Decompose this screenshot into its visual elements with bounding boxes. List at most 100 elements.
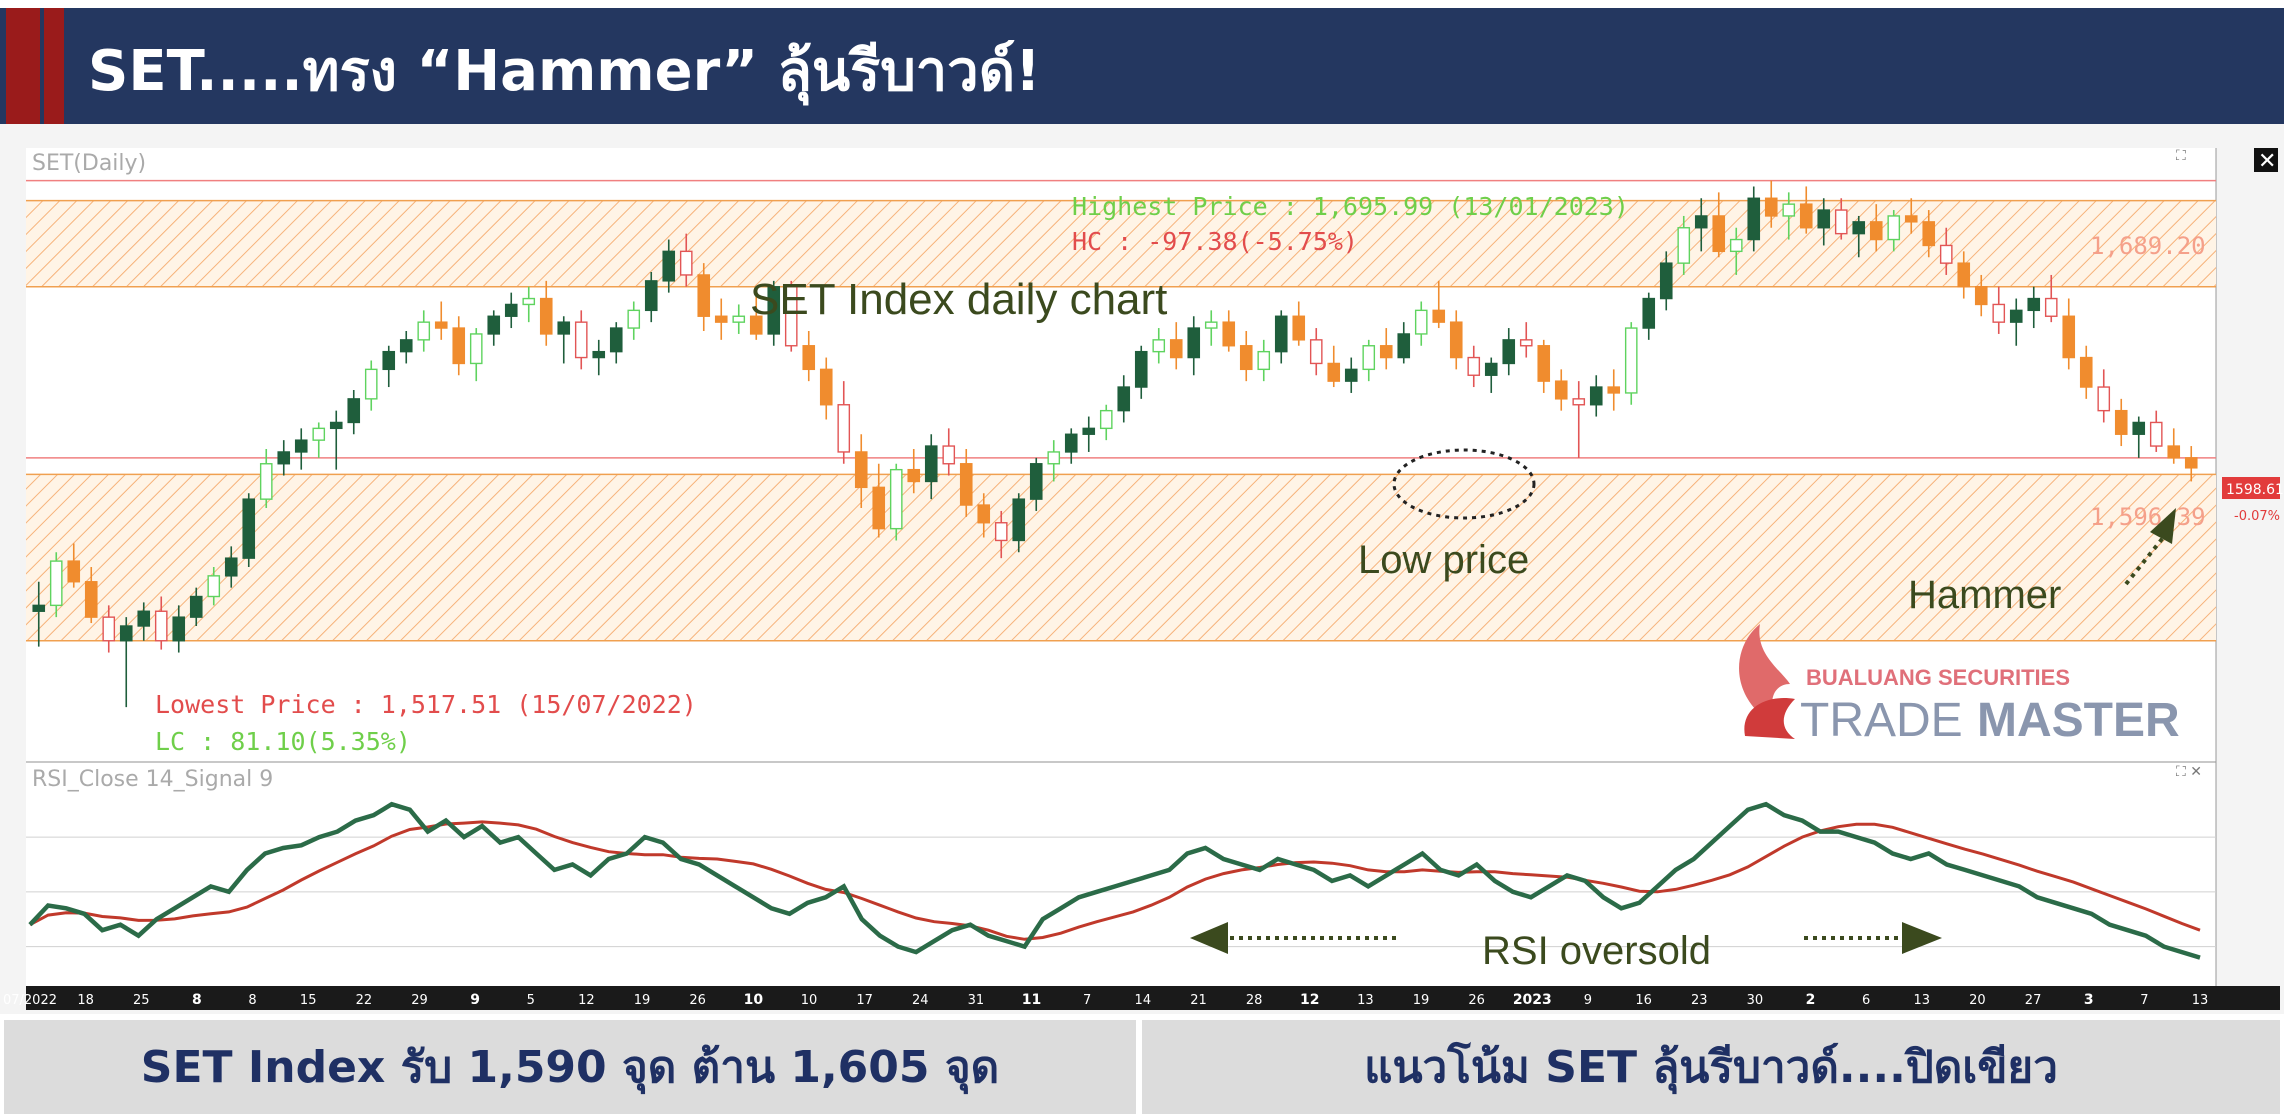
candle-body xyxy=(539,297,553,335)
candle-body xyxy=(2062,315,2076,359)
x-tick-label: 8 xyxy=(248,993,256,1008)
candle-body xyxy=(1292,315,1306,341)
candle-body xyxy=(1537,345,1551,382)
candle-body xyxy=(172,616,186,642)
candle-body xyxy=(1204,321,1218,329)
x-tick-label: 14 xyxy=(1135,993,1152,1008)
x-tick-label: 10 xyxy=(744,992,764,1008)
candle-body xyxy=(1064,433,1078,453)
candle-body xyxy=(1152,339,1166,353)
candle-body xyxy=(1764,197,1778,217)
candle-body xyxy=(1432,309,1446,323)
candle-body xyxy=(67,560,81,583)
candle-body xyxy=(1239,345,1253,371)
candle-body xyxy=(1572,398,1586,406)
rsi-line xyxy=(28,801,2201,960)
candle-body xyxy=(84,581,98,618)
candle-body xyxy=(2027,297,2041,312)
brand-line2a: TRADE xyxy=(1800,694,1963,747)
candle-body xyxy=(347,398,361,424)
candle-body xyxy=(1974,286,1988,306)
last-price-value: 1598.61 xyxy=(2226,482,2284,498)
candle-body xyxy=(2167,445,2181,459)
candle-body xyxy=(1607,386,1621,394)
x-tick-label: 6 xyxy=(1862,993,1870,1008)
candle-body xyxy=(977,504,991,524)
close-icon[interactable] xyxy=(2254,148,2278,172)
candle-body xyxy=(1729,238,1743,253)
candle-body xyxy=(854,451,868,489)
candle-body xyxy=(2149,421,2163,447)
x-tick-label: 24 xyxy=(912,993,929,1008)
candle-body xyxy=(1747,197,1761,241)
candle-body xyxy=(49,560,63,607)
candle-body xyxy=(784,286,798,347)
last-price-box xyxy=(2222,477,2280,499)
expand-icon[interactable]: ⛶ xyxy=(2176,148,2186,164)
x-tick-label: 07/2022 xyxy=(3,993,57,1008)
candle-body xyxy=(714,315,728,323)
candle-body xyxy=(1642,297,1656,329)
candle-body xyxy=(1887,215,1901,241)
candle-body xyxy=(1484,362,1498,376)
candle-body xyxy=(1712,215,1726,253)
candle-body xyxy=(802,345,816,371)
x-tick-label: 12 xyxy=(578,993,595,1008)
candle-body xyxy=(1519,339,1533,347)
candle-body xyxy=(1502,339,1516,365)
candle-body xyxy=(32,604,46,612)
x-tick-label: 9 xyxy=(1584,993,1592,1008)
price-panel-label: SET(Daily) xyxy=(32,151,146,176)
x-tick-label: 11 xyxy=(1022,992,1041,1008)
candle-body xyxy=(1029,463,1043,500)
header-bar: SET.....ทรง “Hammer” ลุ้นรีบาวด์! xyxy=(0,8,2284,124)
candle-body xyxy=(1449,321,1463,359)
candle-body xyxy=(2132,421,2146,435)
candle-body xyxy=(1677,227,1691,264)
upper-zone xyxy=(26,200,2216,287)
candle-body xyxy=(417,321,431,341)
candle-body xyxy=(679,250,693,276)
lower-zone-label: 1,596.39 xyxy=(2090,503,2206,531)
candle-body xyxy=(1904,215,1918,223)
candle-body xyxy=(469,333,483,365)
candle-body xyxy=(2184,457,2198,469)
candle-body xyxy=(574,321,588,359)
hammer-arrow-head xyxy=(2150,508,2176,544)
x-tick-label: 23 xyxy=(1691,993,1708,1008)
rsi-expand-icon[interactable]: ⛶ ✕ xyxy=(2176,764,2202,780)
candle-body xyxy=(697,274,711,317)
candle-body xyxy=(872,486,886,530)
rsi-oversold-note: RSI oversold xyxy=(1482,929,1711,973)
x-tick-label: 3 xyxy=(2084,992,2094,1008)
x-tick-label: 13 xyxy=(1914,993,1931,1008)
low-price-circle xyxy=(1392,448,1536,520)
candle-body xyxy=(2097,386,2111,412)
x-tick-label: 9 xyxy=(470,992,480,1008)
candle-body xyxy=(1939,244,1953,264)
candle-body xyxy=(434,321,448,329)
candle-body xyxy=(1659,262,1673,300)
candle-body xyxy=(1344,368,1358,382)
x-tick-label: 7 xyxy=(1083,993,1091,1008)
x-tick-label: 17 xyxy=(856,993,873,1008)
candle-body xyxy=(1327,362,1341,382)
candle-body xyxy=(942,445,956,465)
upper-zone-label: 1,689.20 xyxy=(2090,232,2206,260)
candle-body xyxy=(277,451,291,465)
candle-body xyxy=(924,445,938,483)
candle-body xyxy=(1047,451,1061,465)
candle-body xyxy=(364,368,378,400)
x-tick-label: 8 xyxy=(192,992,202,1008)
candle-body xyxy=(1187,327,1201,359)
candle-body xyxy=(1624,327,1638,394)
candle-body xyxy=(1099,409,1113,430)
x-tick-label: 5 xyxy=(527,993,535,1008)
candle-body xyxy=(1817,209,1831,229)
rsi-signal-line xyxy=(29,820,2201,941)
candle-body xyxy=(959,463,973,506)
x-tick-label: 28 xyxy=(1246,993,1263,1008)
x-tick-label: 31 xyxy=(968,993,985,1008)
x-tick-label: 25 xyxy=(133,993,150,1008)
candle-body xyxy=(2009,309,2023,323)
